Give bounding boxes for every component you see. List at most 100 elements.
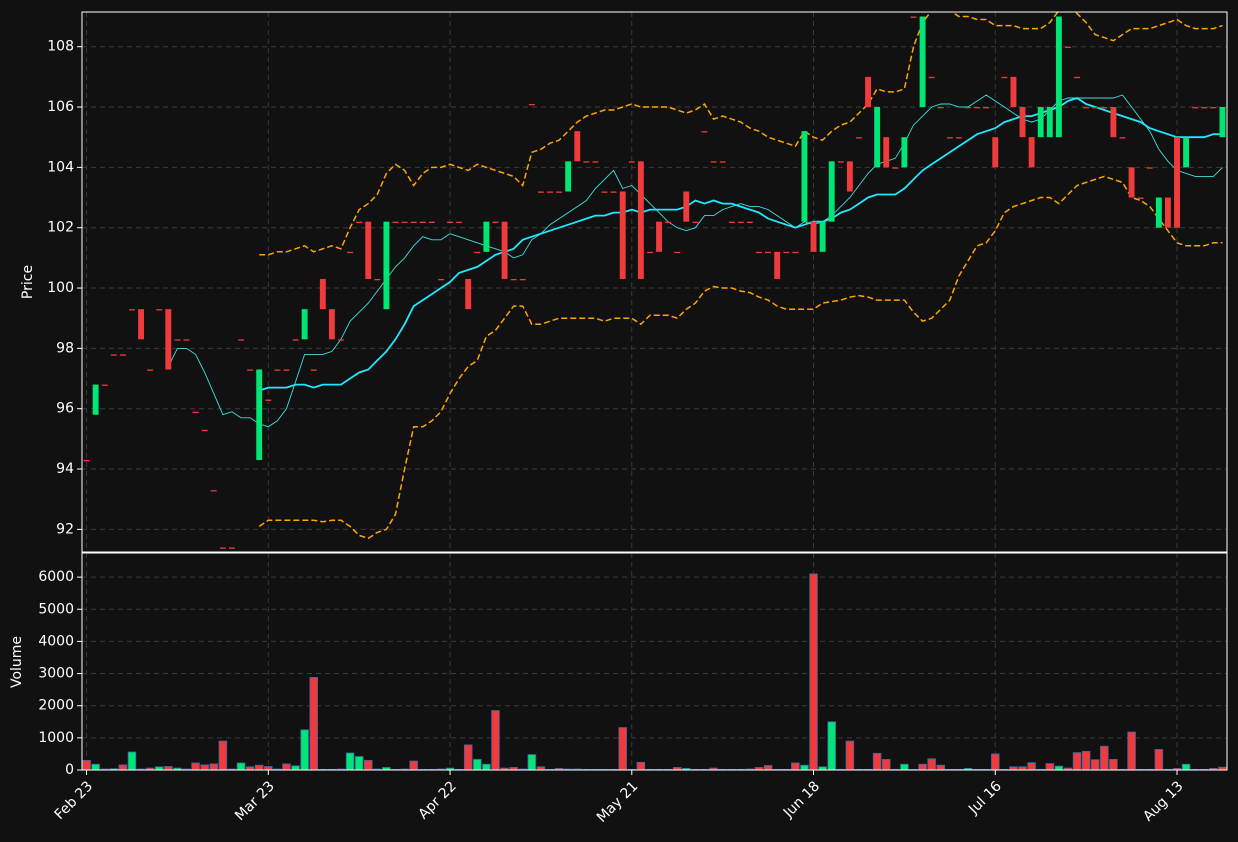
candle	[1074, 76, 1081, 79]
candle	[565, 161, 572, 192]
volume-bar	[1054, 765, 1064, 771]
volume-bar	[309, 677, 318, 771]
volume-bar	[363, 759, 373, 771]
volume-bar	[354, 756, 364, 771]
volume-bar	[1045, 763, 1055, 771]
y-tick-label: 98	[56, 340, 74, 356]
candle	[647, 251, 653, 254]
candle	[656, 221, 662, 252]
candle	[601, 191, 608, 193]
candle	[147, 369, 154, 371]
indicator-line	[258, 97, 1223, 392]
candle	[274, 369, 281, 371]
candle	[210, 490, 217, 492]
volume-bar	[300, 729, 309, 771]
volume-bar	[291, 765, 300, 771]
candle	[528, 104, 535, 106]
volume-bar	[872, 752, 882, 771]
volume-bar	[282, 763, 291, 771]
candle	[1183, 137, 1190, 168]
y-tick-label: 0	[65, 762, 74, 778]
candle	[138, 309, 145, 340]
candle	[674, 251, 681, 254]
y-tick-label: 96	[56, 401, 74, 417]
candle	[574, 131, 581, 162]
candle	[101, 384, 108, 386]
candle	[238, 339, 244, 341]
volume-bar	[618, 727, 627, 771]
candle	[110, 354, 117, 356]
candle	[338, 339, 344, 341]
candle	[892, 167, 899, 169]
candle	[610, 191, 617, 193]
candle	[901, 137, 908, 168]
volume-bar	[1090, 759, 1100, 771]
y-tick-label: 100	[47, 280, 74, 296]
candle	[937, 107, 944, 109]
volume-bar	[191, 762, 200, 771]
volume-bar	[218, 740, 228, 771]
y-tick-label: 102	[47, 220, 74, 236]
candle	[728, 221, 735, 223]
candle	[201, 429, 208, 432]
candle	[383, 221, 390, 310]
candle	[946, 137, 953, 139]
volume-bar	[527, 754, 537, 771]
candle	[129, 309, 135, 311]
candle	[1083, 107, 1090, 109]
candle	[874, 107, 881, 168]
volume-bar	[236, 762, 246, 771]
candle	[955, 137, 962, 139]
volume-bar	[482, 763, 491, 771]
candle	[992, 137, 999, 168]
candle	[1137, 197, 1144, 199]
panel-frame	[81, 11, 1228, 553]
volume-bar	[127, 751, 137, 771]
volume-bar	[254, 764, 264, 771]
volume-bar	[1181, 763, 1191, 771]
candle	[919, 16, 926, 108]
candles	[83, 12, 1226, 549]
candle	[883, 137, 890, 168]
candle	[810, 221, 817, 252]
candle	[692, 221, 699, 223]
volume-bar	[1154, 749, 1164, 771]
candle	[1164, 197, 1171, 228]
candle	[328, 309, 335, 340]
candle	[292, 339, 299, 341]
candle	[746, 221, 753, 223]
candle	[1065, 46, 1071, 48]
volume-bar	[409, 760, 418, 771]
candle	[374, 278, 381, 281]
candle	[1101, 107, 1108, 109]
candle	[1174, 137, 1180, 228]
candle	[192, 411, 199, 414]
candle	[628, 161, 635, 163]
volume-bar	[118, 764, 128, 771]
candle	[492, 221, 499, 223]
candle	[592, 161, 599, 163]
volume-bar	[200, 764, 209, 771]
candle	[928, 76, 935, 79]
candle	[710, 161, 717, 163]
candle	[165, 309, 172, 370]
y-tick-label: 106	[47, 99, 74, 115]
candle	[974, 107, 981, 109]
candle	[1201, 107, 1208, 109]
candle	[1128, 167, 1135, 198]
volume-bar	[827, 721, 836, 771]
candle	[719, 161, 726, 163]
candle	[583, 161, 590, 163]
candle	[774, 251, 781, 279]
candle	[846, 161, 853, 192]
candle	[965, 107, 971, 109]
candle	[910, 16, 917, 18]
volume-bar	[209, 763, 219, 771]
candle	[183, 339, 190, 341]
candle	[410, 221, 417, 223]
volume-bar	[1072, 752, 1082, 771]
candle	[1119, 137, 1126, 139]
candle	[83, 459, 90, 462]
candle	[783, 251, 790, 254]
volume-bar	[936, 764, 946, 771]
